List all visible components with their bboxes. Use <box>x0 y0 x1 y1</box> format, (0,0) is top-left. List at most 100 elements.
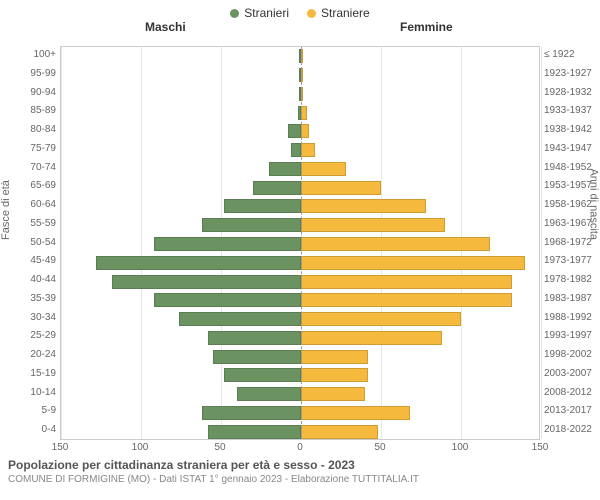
legend-swatch-male <box>230 9 239 18</box>
bar-female <box>301 237 490 251</box>
x-tick-label: 50 <box>214 442 225 453</box>
gridline <box>541 47 542 439</box>
birth-year-label: ≤ 1922 <box>544 46 598 65</box>
birth-year-label: 2018-2022 <box>544 421 598 440</box>
plot-area <box>60 46 540 440</box>
birth-year-label: 1928-1932 <box>544 84 598 103</box>
x-tick-label: 150 <box>532 442 549 453</box>
bar-female <box>301 218 445 232</box>
footer-subtitle: COMUNE DI FORMIGINE (MO) - Dati ISTAT 1°… <box>8 474 419 485</box>
bar-female <box>301 368 368 382</box>
bar-male <box>224 199 301 213</box>
bar-female <box>301 275 512 289</box>
age-label: 85-89 <box>4 102 56 121</box>
bar-male <box>154 293 301 307</box>
age-label: 40-44 <box>4 271 56 290</box>
bar-male <box>269 162 301 176</box>
age-label: 60-64 <box>4 196 56 215</box>
bar-male <box>288 124 301 138</box>
age-label: 5-9 <box>4 402 56 421</box>
bar-female <box>301 293 512 307</box>
birth-year-label: 1953-1957 <box>544 177 598 196</box>
age-label: 75-79 <box>4 140 56 159</box>
bar-male <box>154 237 301 251</box>
header-female: Femmine <box>400 20 453 34</box>
birth-year-label: 1978-1982 <box>544 271 598 290</box>
chart-legend: Stranieri Straniere <box>0 0 600 20</box>
legend-swatch-female <box>307 9 316 18</box>
footer-title: Popolazione per cittadinanza straniera p… <box>8 458 419 472</box>
age-label: 55-59 <box>4 215 56 234</box>
birth-year-label: 1998-2002 <box>544 346 598 365</box>
birth-year-label: 1963-1967 <box>544 215 598 234</box>
bar-male <box>291 143 301 157</box>
birth-year-label: 1943-1947 <box>544 140 598 159</box>
bar-male <box>208 331 301 345</box>
legend-label-female: Straniere <box>321 6 370 20</box>
x-tick-label: 0 <box>297 442 303 453</box>
bar-female <box>301 331 442 345</box>
birth-year-label: 1948-1952 <box>544 159 598 178</box>
bar-female <box>301 256 525 270</box>
bar-female <box>301 312 461 326</box>
bar-female <box>301 143 315 157</box>
bar-male <box>112 275 301 289</box>
bar-male <box>202 406 301 420</box>
age-label: 100+ <box>4 46 56 65</box>
age-label: 15-19 <box>4 365 56 384</box>
age-label: 95-99 <box>4 65 56 84</box>
bar-female <box>301 406 410 420</box>
bar-male <box>237 387 301 401</box>
age-label: 90-94 <box>4 84 56 103</box>
bar-male <box>208 425 301 439</box>
birth-year-label: 1933-1937 <box>544 102 598 121</box>
age-label: 30-34 <box>4 309 56 328</box>
x-tick-label: 50 <box>374 442 385 453</box>
bar-female <box>301 124 309 138</box>
legend-item-female: Straniere <box>307 6 370 20</box>
center-divider <box>301 47 302 439</box>
header-male: Maschi <box>145 20 186 34</box>
bar-female <box>301 162 346 176</box>
birth-year-label: 1983-1987 <box>544 290 598 309</box>
birth-year-label: 1923-1927 <box>544 65 598 84</box>
birth-year-label: 2003-2007 <box>544 365 598 384</box>
birth-year-label: 1973-1977 <box>544 252 598 271</box>
birth-year-label: 1993-1997 <box>544 327 598 346</box>
birth-year-label: 1968-1972 <box>544 234 598 253</box>
age-label: 35-39 <box>4 290 56 309</box>
age-label: 70-74 <box>4 159 56 178</box>
birth-year-label: 1938-1942 <box>544 121 598 140</box>
legend-item-male: Stranieri <box>230 6 289 20</box>
age-label: 45-49 <box>4 252 56 271</box>
legend-label-male: Stranieri <box>244 6 289 20</box>
bar-male <box>224 368 301 382</box>
birth-year-label: 2008-2012 <box>544 384 598 403</box>
bar-male <box>202 218 301 232</box>
bar-male <box>179 312 301 326</box>
bar-female <box>301 350 368 364</box>
birth-year-label: 2013-2017 <box>544 402 598 421</box>
bar-female <box>301 181 381 195</box>
age-label: 65-69 <box>4 177 56 196</box>
bar-female <box>301 425 378 439</box>
age-label: 80-84 <box>4 121 56 140</box>
bar-female <box>301 199 426 213</box>
population-pyramid-chart: Stranieri Straniere Maschi Femmine Fasce… <box>0 0 600 500</box>
age-label: 10-14 <box>4 384 56 403</box>
age-label: 50-54 <box>4 234 56 253</box>
birth-year-label: 1958-1962 <box>544 196 598 215</box>
bar-male <box>213 350 301 364</box>
age-label: 0-4 <box>4 421 56 440</box>
bar-female <box>301 387 365 401</box>
age-label: 20-24 <box>4 346 56 365</box>
x-tick-label: 100 <box>452 442 469 453</box>
x-tick-label: 100 <box>132 442 149 453</box>
column-headers: Maschi Femmine <box>0 20 600 38</box>
bar-male <box>96 256 301 270</box>
age-label: 25-29 <box>4 327 56 346</box>
bar-male <box>253 181 301 195</box>
x-tick-label: 150 <box>52 442 69 453</box>
chart-footer: Popolazione per cittadinanza straniera p… <box>8 458 419 485</box>
birth-year-label: 1988-1992 <box>544 309 598 328</box>
